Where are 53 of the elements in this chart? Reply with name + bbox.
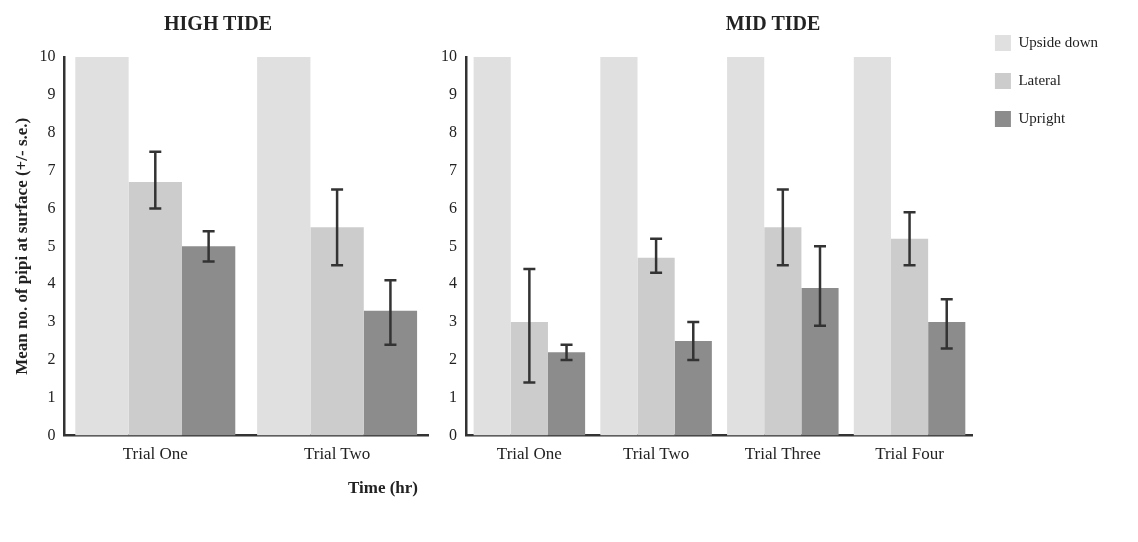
bar bbox=[727, 57, 765, 436]
x-tick-label: Trial Two bbox=[303, 444, 371, 464]
bar bbox=[801, 287, 839, 436]
y-tick-label: 0 bbox=[449, 425, 457, 443]
bar bbox=[257, 57, 311, 436]
y-tick-label: 4 bbox=[449, 274, 457, 292]
y-tick-label: 10 bbox=[441, 47, 457, 65]
y-tick-label: 10 bbox=[39, 47, 56, 65]
y-tick-label: 9 bbox=[47, 85, 56, 103]
bar bbox=[75, 57, 129, 436]
y-tick-label: 4 bbox=[47, 274, 56, 292]
x-tick-label: Trial Four bbox=[875, 444, 945, 464]
y-tick-label: 9 bbox=[449, 85, 457, 103]
y-tick-label: 5 bbox=[449, 236, 457, 254]
x-tick-label: Trial One bbox=[122, 444, 188, 464]
chart-title: HIGH TIDE bbox=[164, 12, 272, 35]
bar bbox=[853, 57, 891, 436]
bar bbox=[547, 352, 586, 436]
legend-label: Lateral bbox=[1018, 71, 1061, 88]
bar bbox=[310, 227, 364, 436]
legend-label: Upside down bbox=[1018, 33, 1099, 50]
bar bbox=[128, 181, 182, 436]
bar bbox=[637, 257, 675, 436]
y-tick-label: 8 bbox=[449, 122, 457, 140]
x-axis-title: Time (hr) bbox=[348, 478, 420, 498]
y-tick-label: 8 bbox=[47, 122, 56, 140]
x-tick-label: Trial One bbox=[496, 444, 562, 464]
legend-label: Upright bbox=[1018, 109, 1066, 126]
y-tick-label: 1 bbox=[449, 387, 457, 405]
y-tick-label: 7 bbox=[47, 160, 56, 178]
y-tick-label: 5 bbox=[47, 236, 56, 254]
bar bbox=[674, 340, 712, 436]
bar bbox=[473, 57, 511, 436]
bar bbox=[510, 322, 548, 436]
chart-title: MID TIDE bbox=[725, 12, 821, 35]
x-tick-label: Trial Two bbox=[622, 444, 690, 464]
y-axis-title: Mean no. of pipi at surface (+/- s.e.) bbox=[11, 117, 31, 375]
y-tick-label: 2 bbox=[449, 350, 457, 368]
bar bbox=[181, 246, 236, 436]
y-tick-label: 6 bbox=[47, 198, 56, 216]
bar bbox=[928, 322, 966, 436]
bar bbox=[890, 238, 929, 436]
y-tick-label: 2 bbox=[47, 350, 56, 368]
x-tick-label: Trial Three bbox=[744, 444, 821, 464]
y-tick-label: 0 bbox=[47, 425, 56, 443]
y-tick-label: 1 bbox=[47, 387, 56, 405]
y-tick-label: 3 bbox=[47, 312, 56, 330]
y-tick-label: 6 bbox=[449, 198, 457, 216]
y-tick-label: 7 bbox=[449, 160, 457, 178]
y-tick-label: 3 bbox=[449, 312, 457, 330]
bar bbox=[764, 227, 802, 436]
bar bbox=[363, 310, 418, 436]
bar bbox=[600, 57, 638, 436]
